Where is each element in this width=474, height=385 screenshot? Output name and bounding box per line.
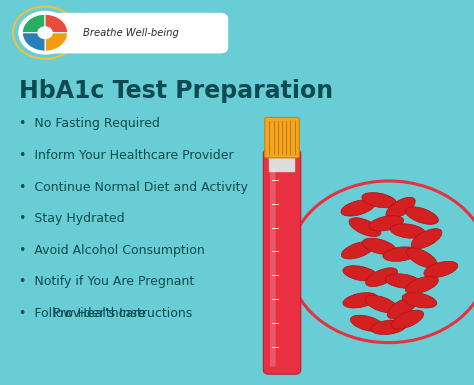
Ellipse shape [371, 320, 406, 335]
FancyBboxPatch shape [270, 169, 276, 367]
Ellipse shape [365, 268, 398, 286]
Ellipse shape [386, 197, 415, 219]
Ellipse shape [383, 247, 418, 261]
Text: •  Avoid Alcohol Consumption: • Avoid Alcohol Consumption [19, 244, 205, 257]
Ellipse shape [343, 293, 378, 308]
Circle shape [38, 27, 52, 38]
Ellipse shape [349, 218, 381, 236]
FancyBboxPatch shape [269, 158, 295, 172]
FancyBboxPatch shape [264, 117, 299, 158]
Text: •  Follow Healthcare: • Follow Healthcare [19, 307, 146, 320]
FancyBboxPatch shape [33, 13, 228, 53]
Ellipse shape [341, 241, 374, 259]
Ellipse shape [390, 224, 425, 238]
Text: Breathe Well-being: Breathe Well-being [83, 28, 179, 38]
Ellipse shape [411, 229, 442, 249]
Wedge shape [45, 14, 68, 33]
Ellipse shape [362, 238, 396, 254]
Ellipse shape [424, 261, 458, 278]
Ellipse shape [402, 293, 437, 308]
Ellipse shape [343, 266, 378, 281]
Ellipse shape [365, 295, 398, 313]
Text: HbA1c Test Preparation: HbA1c Test Preparation [19, 79, 333, 103]
Ellipse shape [369, 216, 404, 231]
Ellipse shape [387, 297, 417, 319]
Ellipse shape [405, 276, 438, 294]
Ellipse shape [407, 248, 437, 268]
Ellipse shape [385, 274, 420, 288]
Text: Provider’s Instructions: Provider’s Instructions [45, 307, 192, 320]
Text: •  Inform Your Healthcare Provider: • Inform Your Healthcare Provider [19, 149, 234, 162]
Wedge shape [45, 33, 68, 51]
Circle shape [289, 181, 474, 343]
Wedge shape [22, 14, 45, 33]
Ellipse shape [392, 310, 424, 329]
Text: •  Notify if You Are Pregnant: • Notify if You Are Pregnant [19, 275, 194, 288]
Circle shape [19, 12, 71, 54]
Text: •  Continue Normal Diet and Activity: • Continue Normal Diet and Activity [19, 181, 248, 194]
Text: •  No Fasting Required: • No Fasting Required [19, 117, 160, 131]
Ellipse shape [405, 207, 438, 224]
FancyBboxPatch shape [264, 149, 301, 374]
Circle shape [13, 7, 77, 59]
Text: •  Stay Hydrated: • Stay Hydrated [19, 212, 125, 225]
Ellipse shape [350, 315, 384, 331]
Wedge shape [22, 33, 45, 51]
Ellipse shape [341, 200, 375, 216]
Ellipse shape [362, 192, 397, 208]
